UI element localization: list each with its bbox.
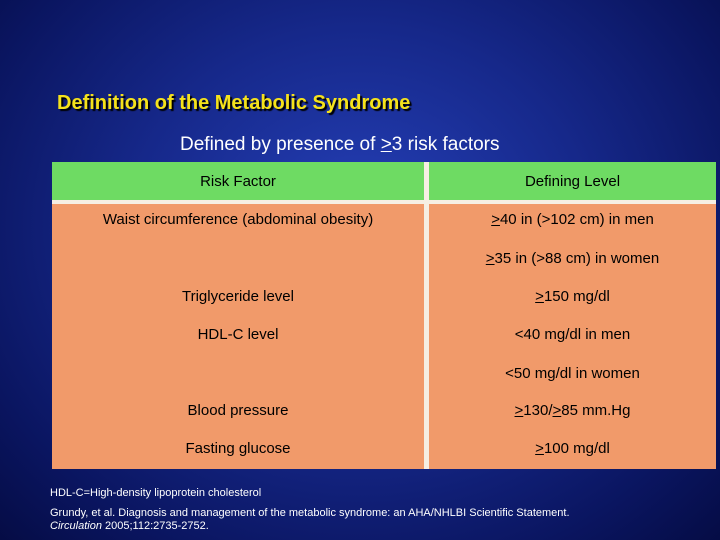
abbreviation-footnote: HDL-C=High-density lipoprotein cholester… <box>50 487 262 499</box>
citation-journal: Circulation <box>50 520 102 532</box>
gte-symbol: > <box>535 440 544 457</box>
row-hdl-level-men: <40 mg/dl in men <box>514 326 631 343</box>
header-defining-level: Defining Level <box>524 173 621 190</box>
gte-symbol: > <box>514 402 524 419</box>
row-hdl-level-women: <50 mg/dl in women <box>505 365 640 382</box>
slide-subtitle: Defined by presence of >3 risk factors <box>180 134 500 156</box>
citation-footnote: Grundy, et al. Diagnosis and management … <box>50 507 570 533</box>
table-header-row <box>52 162 716 200</box>
citation-line2: Circulation 2005;112:2735-2752. <box>50 520 570 533</box>
citation-rest: 2005;112:2735-2752. <box>101 520 209 532</box>
slide-title: Definition of the Metabolic Syndrome <box>57 92 411 114</box>
level-text: 130/ <box>523 402 553 419</box>
level-text: 40 in (>102 cm) in men <box>499 211 654 228</box>
column-divider <box>424 162 429 469</box>
level-text: 150 mg/dl <box>543 288 610 305</box>
definition-table: Risk Factor Defining Level Waist circumf… <box>52 162 716 469</box>
subtitle-prefix: Defined by presence of <box>180 134 381 155</box>
gte-symbol: > <box>485 250 495 267</box>
row-waist-factor: Waist circumference (abdominal obesity) <box>102 211 374 228</box>
gte-symbol: > <box>491 211 500 228</box>
level-text: 85 mm.Hg <box>561 402 631 419</box>
row-waist-level-women: >35 in (>88 cm) in women <box>429 250 716 268</box>
gte-symbol: > <box>380 134 392 155</box>
header-divider <box>52 200 716 204</box>
row-waist-level-men: >40 in (>102 cm) in men <box>429 211 716 229</box>
level-text: 35 in (>88 cm) in women <box>494 250 660 267</box>
gte-symbol: > <box>552 402 562 419</box>
row-triglyceride-level: >150 mg/dl <box>429 288 716 306</box>
row-bp-factor: Blood pressure <box>187 402 289 419</box>
level-text: 100 mg/dl <box>543 440 610 457</box>
row-hdl-factor: HDL-C level <box>197 326 279 343</box>
citation-line1: Grundy, et al. Diagnosis and management … <box>50 507 570 519</box>
subtitle-suffix: 3 risk factors <box>391 134 500 155</box>
row-glucose-level: >100 mg/dl <box>429 440 716 458</box>
row-glucose-factor: Fasting glucose <box>185 440 291 457</box>
header-risk-factor: Risk Factor <box>200 173 276 190</box>
row-triglyceride-factor: Triglyceride level <box>182 288 294 305</box>
row-bp-level: >130/>85 mm.Hg <box>429 402 716 420</box>
gte-symbol: > <box>535 288 544 305</box>
